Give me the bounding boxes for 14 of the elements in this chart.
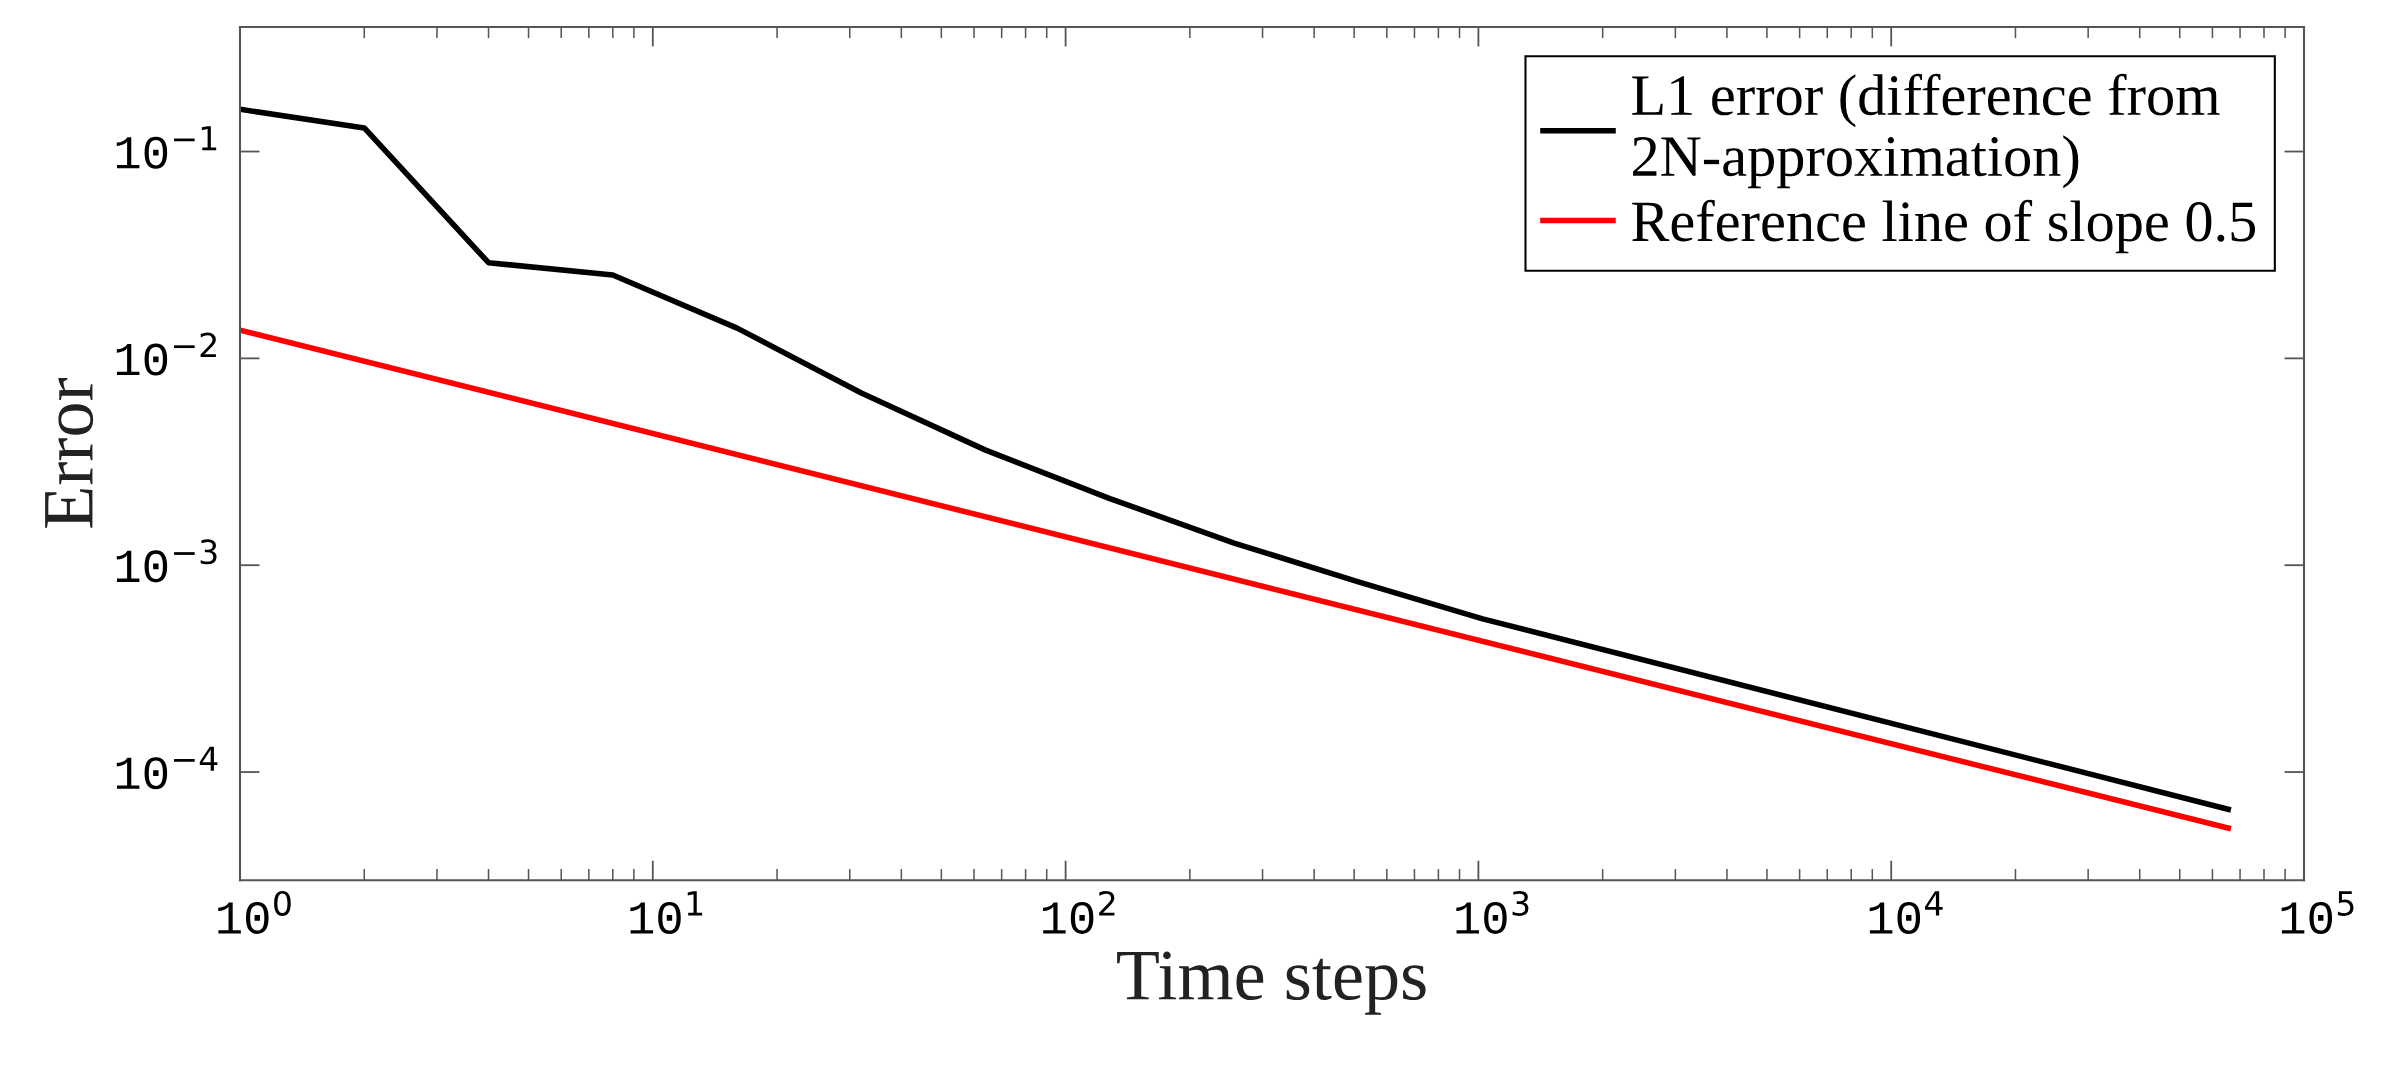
- y-tick-label: 10$^{−1}$: [116, 126, 217, 169]
- y-tick-label: 10$^{−4}$: [116, 746, 218, 790]
- y-tick-label: 10$^{−3}$: [116, 539, 217, 583]
- y-axis-title: Error: [45, 378, 94, 528]
- legend-label: L1 error (difference from 2N-approximation): [1632, 73, 2220, 189]
- y-tick-label: 10$^{−2}$: [116, 332, 216, 376]
- x-tick-label: 10$^{3}$: [1456, 890, 1529, 934]
- x-tick-label: 10$^{1}$: [630, 891, 703, 935]
- x-tick-label: 10$^{5}$: [2281, 891, 2354, 935]
- x-tick-label: 10$^{4}$: [1869, 891, 1943, 935]
- legend-label: Reference line of slope 0.5: [1632, 199, 2256, 254]
- x-axis-title: Time steps: [1117, 951, 1426, 1015]
- x-tick-label: 10$^{2}$: [1043, 890, 1115, 934]
- x-tick-label: 10$^{0}$: [218, 890, 291, 934]
